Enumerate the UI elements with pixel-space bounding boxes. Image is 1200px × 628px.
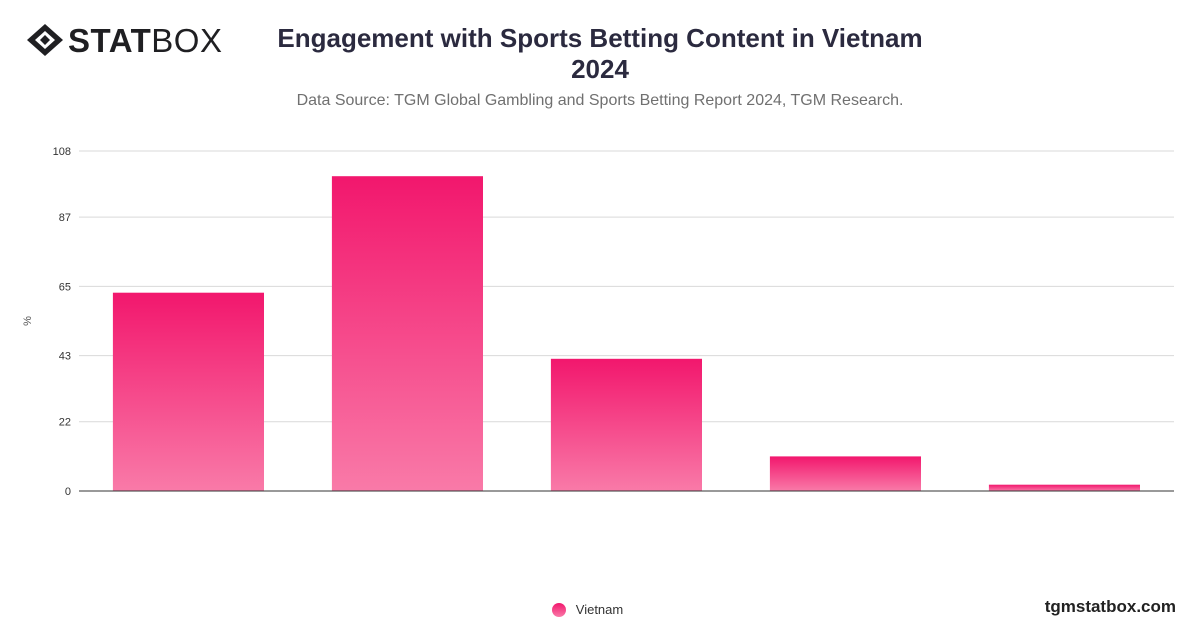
y-tick-label: 87: [59, 212, 71, 224]
bar-4[interactable]: [769, 456, 921, 491]
legend: Vietnam: [0, 602, 1200, 617]
diamond-logo-icon: [27, 24, 63, 56]
y-tick-label: 43: [59, 351, 71, 363]
chart-title-line2: 2024: [571, 54, 629, 84]
bar-1[interactable]: [112, 292, 265, 491]
legend-swatch: [551, 602, 566, 617]
y-tick-label: 65: [59, 281, 71, 293]
y-tick-label: 22: [59, 417, 71, 429]
site-url[interactable]: tgmstatbox.com: [1044, 597, 1176, 616]
statbox-logo[interactable]: STATBOX: [26, 22, 222, 58]
bars: [112, 176, 1140, 491]
y-axis-label: %: [22, 316, 34, 326]
chart-title: Engagement with Sports Betting Content i…: [0, 23, 1200, 85]
y-axis-ticks: 0 22 43 65 87 108: [53, 146, 71, 498]
logo-text-bold: STAT: [68, 21, 152, 59]
y-tick-label: 0: [65, 486, 71, 498]
bar-3[interactable]: [550, 358, 702, 491]
legend-item-vietnam[interactable]: Vietnam: [551, 602, 624, 617]
bar-5[interactable]: [988, 484, 1140, 491]
legend-label: Vietnam: [575, 602, 624, 617]
chart-subtitle: Data Source: TGM Global Gambling and Spo…: [296, 92, 904, 109]
bar-2[interactable]: [331, 176, 483, 491]
y-tick-label: 108: [53, 146, 71, 158]
chart-title-line1: Engagement with Sports Betting Content i…: [277, 23, 923, 53]
logo-text-light: BOX: [151, 21, 223, 59]
logo-wordmark: STATBOX: [68, 24, 222, 57]
